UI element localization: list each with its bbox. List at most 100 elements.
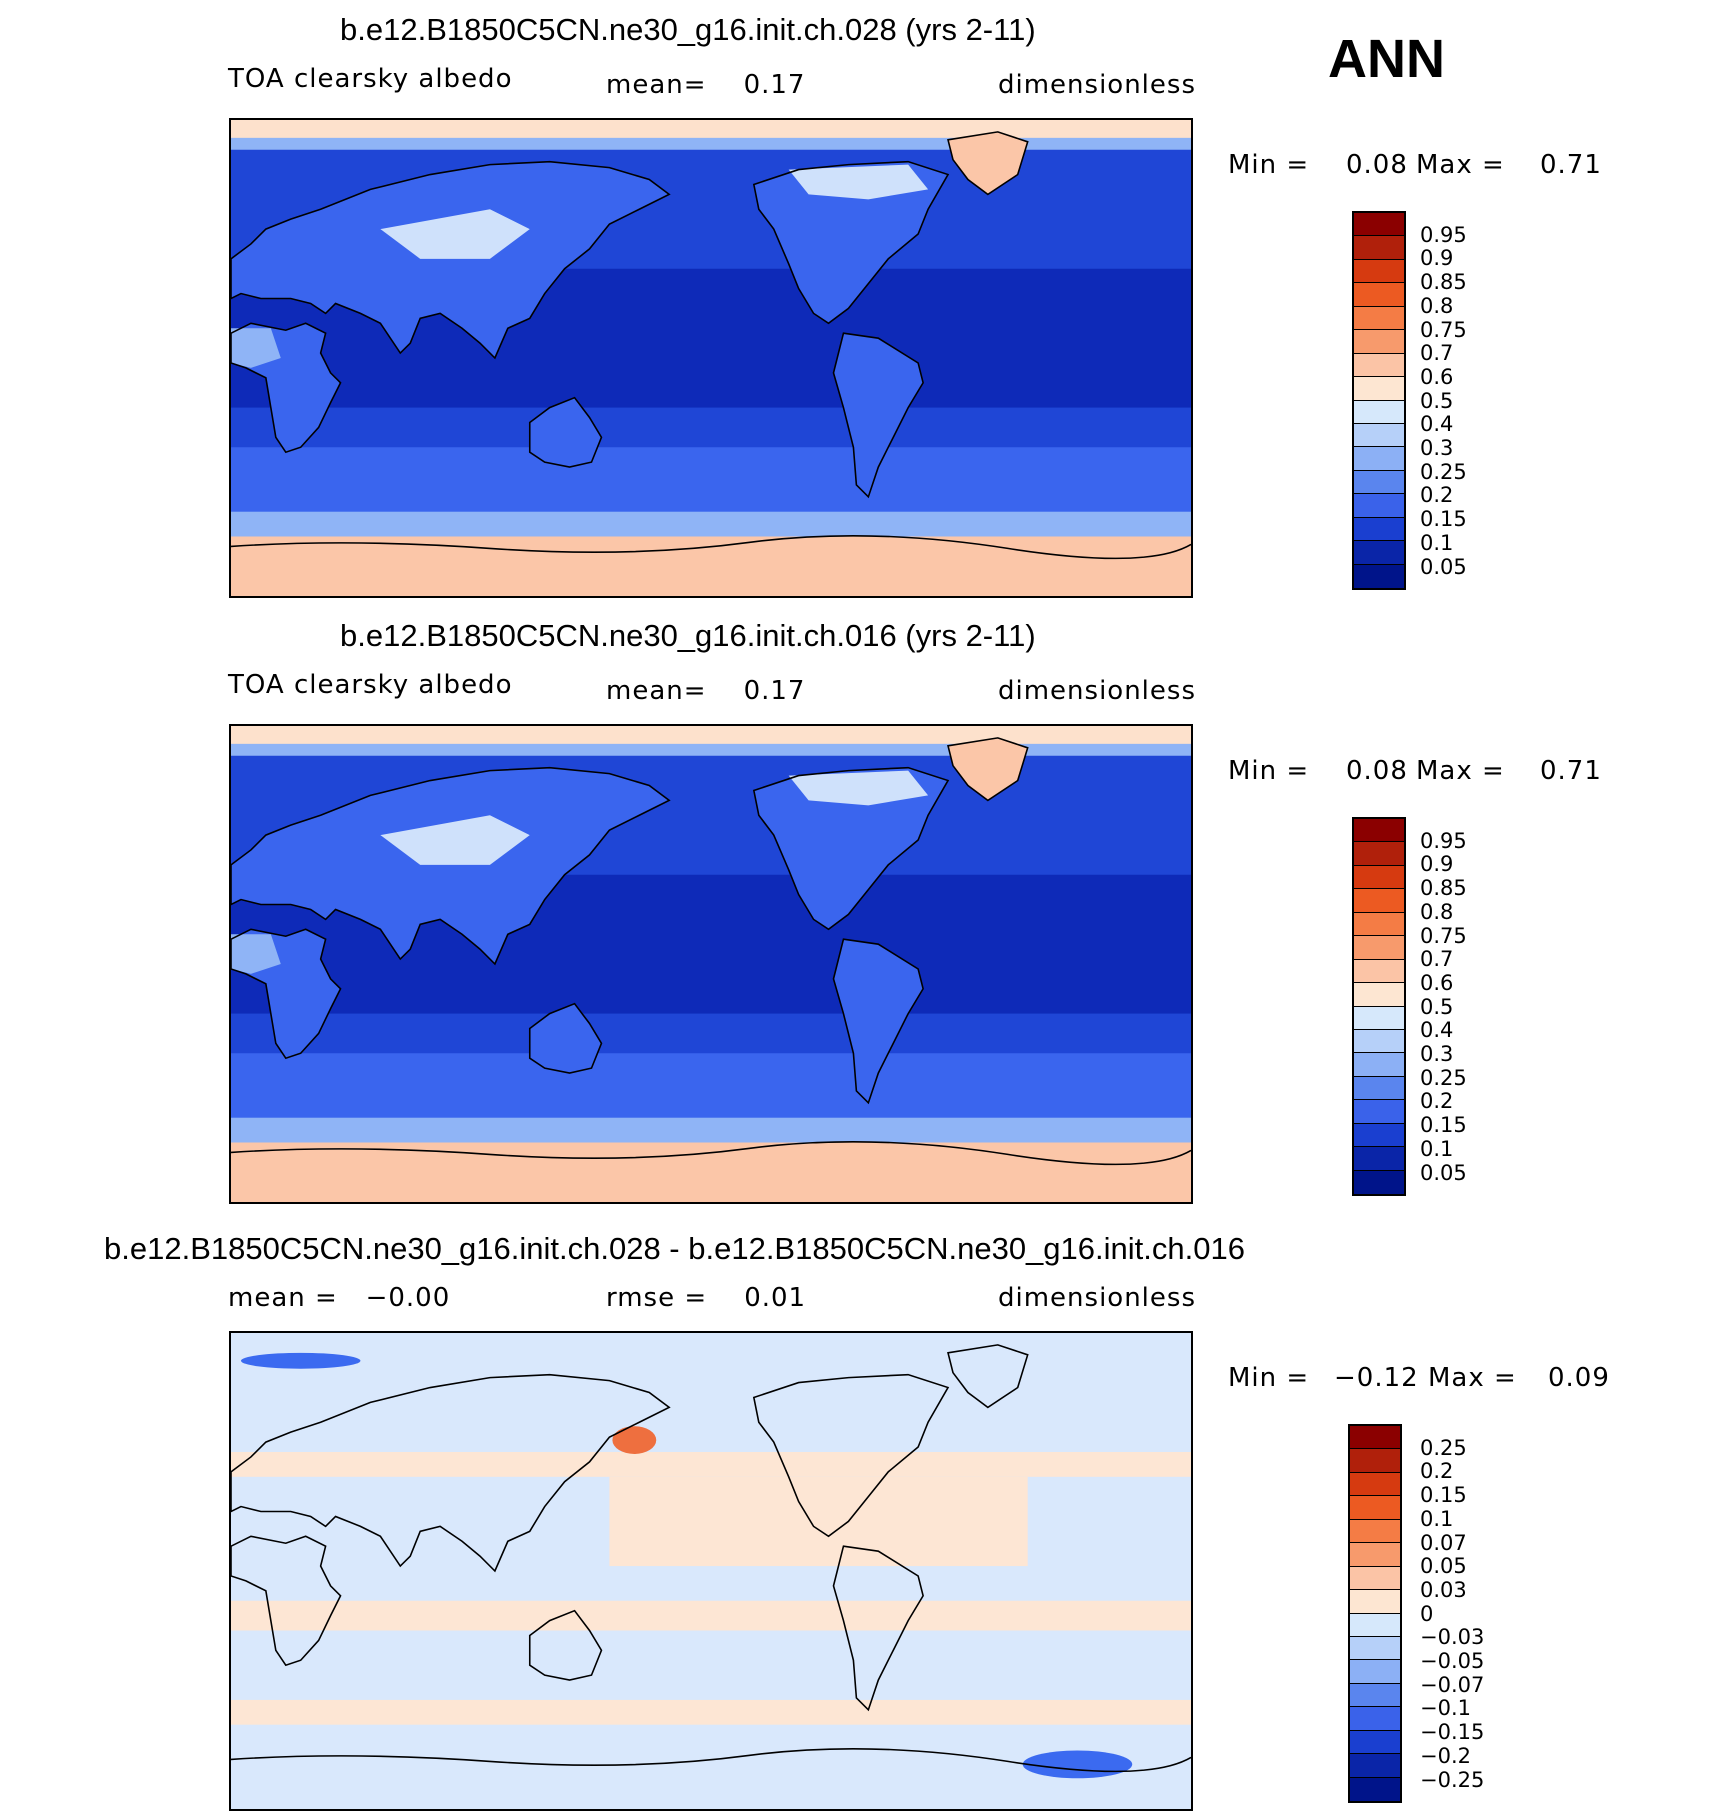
colorbar-tick-label: −0.1 [1420,1696,1471,1721]
colorbar-tick-label: 0.25 [1420,1435,1467,1460]
colorbar-swatch [1354,353,1404,378]
colorbar-tick-label: 0.1 [1420,1506,1454,1531]
colorbar-tick-label: 0.05 [1420,1160,1467,1185]
rmse-label: rmse = 0.01 [606,1283,807,1313]
units-label: dimensionless [998,676,1196,706]
colorbar-swatch [1350,1754,1400,1778]
min-value: 0.08 [1346,150,1408,180]
negative-anomaly [240,1352,361,1369]
panel-title: b.e12.B1850C5CN.ne30_g16.init.ch.028 (yr… [340,12,1036,47]
colorbar-swatch [1350,1683,1400,1708]
coastline [947,131,1029,196]
world-map [231,726,1191,1202]
arctic-ice [231,120,1191,142]
colorbar-swatch [1354,259,1404,284]
field-label: TOA clearsky albedo [228,670,513,700]
map-plot [229,1331,1193,1811]
colorbar-swatch [1354,377,1404,401]
colorbar-swatch [1354,1029,1404,1054]
colorbar-swatch [1350,1519,1400,1544]
negative-anomaly [1022,1750,1133,1779]
max-label: Max = [1416,756,1505,786]
high-albedo-region [380,815,530,865]
north-america-region [753,767,949,930]
colorbar-tick-label: 0.75 [1420,317,1467,342]
colorbar-swatch [1354,983,1404,1007]
colorbar-swatch [1354,819,1404,843]
colorbar-tick-label: −0.07 [1420,1672,1485,1697]
map-layers [231,726,1191,1202]
max-value: 0.71 [1540,756,1602,786]
map-plot [229,724,1193,1204]
coastline [832,332,924,499]
colorbar-tick-label: 0.07 [1420,1530,1467,1555]
colorbar-tick-label: −0.05 [1420,1649,1485,1673]
colorbar-tick-label: 0.15 [1420,507,1467,532]
colorbar-tick-label: 0.4 [1420,412,1454,437]
colorbar-tick-label: 0.6 [1420,970,1454,995]
colorbar-swatch [1354,1170,1404,1194]
min-label: Min = [1228,756,1310,786]
coastline [832,938,924,1105]
colorbar-tick-label: 0.2 [1420,1089,1454,1114]
coastline [231,1535,342,1667]
coastline [231,1373,671,1573]
world-map [231,1333,1191,1809]
colorbar-tick-label: 0.2 [1420,1459,1454,1484]
colorbar-swatch [1354,213,1404,237]
colorbar-swatch [1350,1730,1400,1755]
positive-band [231,1600,1191,1631]
australia-region [529,1003,602,1074]
colorbar-tick-label: 0.1 [1420,530,1454,555]
sea-ice-edge [231,1117,1191,1143]
eurasia-region [231,767,670,964]
colorbar-tick-label: 0.25 [1420,459,1467,484]
colorbar-tick-label: −0.2 [1420,1743,1471,1768]
coastline [528,1609,603,1681]
positive-band [609,1476,1028,1567]
map-layers [231,1333,1191,1809]
panel-title: b.e12.B1850C5CN.ne30_g16.init.ch.016 (yr… [340,618,1036,653]
max-label: Max = [1428,1363,1517,1393]
colorbar-swatch [1350,1590,1400,1614]
colorbar-tick-label: 0.9 [1420,852,1454,877]
colorbar-swatch [1354,236,1404,260]
colorbar-swatch [1350,1566,1400,1591]
map-plot [229,118,1193,598]
antarctic-ice [231,1142,1191,1202]
high-albedo-region [380,209,530,259]
coastline [752,766,950,931]
coastline [832,1545,924,1712]
eurasia-region [231,161,670,358]
colorbar-swatch [1354,1006,1404,1030]
colorbar-tick-label: 0.5 [1420,994,1454,1019]
max-value: 0.71 [1540,150,1602,180]
colorbar-swatch [1350,1426,1400,1450]
coastline [528,1002,603,1074]
colorbar-tick-label: 0.3 [1420,436,1454,460]
colorbar-swatch [1350,1707,1400,1731]
colorbar-tick-label: 0.85 [1420,270,1467,295]
colorbar [1352,211,1406,590]
colorbar-swatch [1354,470,1404,495]
colorbar-swatch [1350,1472,1400,1497]
map-layers [231,120,1191,596]
colorbar-swatch [1354,1076,1404,1101]
colorbar-tick-label: 0.6 [1420,364,1454,389]
colorbar-tick-label: 0.5 [1420,388,1454,413]
colorbar-swatch [1354,936,1404,960]
colorbar-swatch [1350,1543,1400,1567]
min-value: −0.12 [1334,1363,1419,1393]
north-america-region [753,161,949,324]
colorbar-swatch [1354,494,1404,518]
colorbar-swatch [1354,447,1404,471]
colorbar-tick-label: 0.3 [1420,1042,1454,1066]
colorbar-tick-label: 0 [1420,1601,1434,1626]
mean-label: mean= 0.17 [606,676,806,706]
colorbar-tick-label: 0.05 [1420,1554,1467,1579]
colorbar-tick-label: 0.9 [1420,246,1454,271]
colorbar-swatch [1354,1147,1404,1171]
colorbar-tick-label: 0.05 [1420,554,1467,579]
colorbar-tick-label: 0.1 [1420,1136,1454,1161]
colorbar-swatch [1354,1100,1404,1124]
